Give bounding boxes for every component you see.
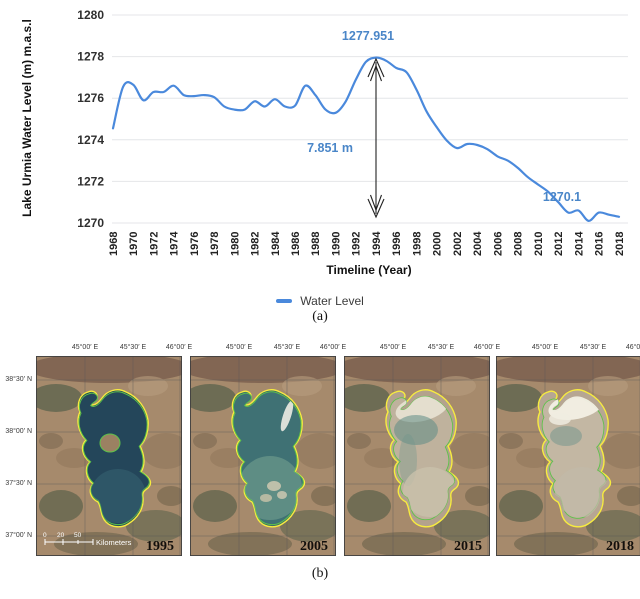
x-tick-label: 2014 [573,231,585,256]
longitude-label: 46°00′ E [319,344,347,351]
x-tick-label: 1998 [411,232,423,256]
longitude-label: 45°00′ E [225,344,253,351]
latitude-label: 38°00′ N [5,428,32,435]
x-tick-label: 2008 [513,232,525,256]
map-year-label: 2005 [300,539,328,554]
scale-bar: 0 20 50 Kilometers [43,532,132,547]
longitude-label: 45°30′ E [119,344,147,351]
x-tick-label: 1982 [250,232,262,256]
x-tick-label: 2000 [432,232,444,256]
x-tick-label: 2004 [472,231,484,256]
longitude-label: 45°30′ E [579,344,607,351]
peak-annotation: 1277.951 [342,29,394,43]
y-tick-label: 1274 [77,133,104,147]
map-panel-2018: 2018 45°00′ E 45°30′ E 46°00′ E [496,344,640,556]
longitude-label: 45°30′ E [427,344,455,351]
map-panel-1995: 0 20 50 Kilometers 1995 45°00′ E 45°30′ E… [36,344,192,556]
x-tick-label: 1992 [351,232,363,256]
x-tick-label: 1978 [209,232,221,256]
water-level-legend-swatch [276,299,293,303]
map-panel-2015: 2015 45°00′ E 45°30′ E 46°00′ E [344,344,500,556]
longitude-label: 46°00′ E [625,344,640,351]
longitude-label: 45°00′ E [531,344,559,351]
x-tick-label: 1972 [148,232,160,256]
y-tick-label: 1278 [77,50,104,64]
x-tick-label: 1994 [371,231,383,256]
svg-text:0: 0 [43,532,47,539]
minimum-annotation: 1270.1 [543,190,581,204]
y-axis-title: Lake Urmia Water Level (m) m.a.s.l [20,19,34,217]
map-year-label: 2015 [454,539,482,554]
longitude-label: 45°00′ E [379,344,407,351]
x-tick-label: 1984 [270,231,282,256]
chart-tick-labels: 1270 1272 1274 1276 1278 1280 1968 1970 1972 1974… [77,8,626,256]
svg-text:Kilometers: Kilometers [96,538,132,547]
longitude-label: 46°00′ E [165,344,193,351]
svg-text:50: 50 [74,532,82,539]
x-tick-label: 1974 [169,231,181,256]
x-tick-label: 1970 [128,232,140,256]
latitude-label: 37°00′ N [5,532,32,539]
caption-a: (a) [312,309,328,324]
y-tick-label: 1276 [77,91,104,105]
x-tick-label: 2006 [492,232,504,256]
satellite-map-2018: 2018 [496,356,640,556]
x-tick-label: 2016 [594,232,606,256]
water-level-series [111,56,621,222]
satellite-map-2015: 2015 [344,356,490,556]
map-year-label: 1995 [146,539,174,554]
difference-annotation: 7.851 m [307,141,353,155]
longitude-label: 45°30′ E [273,344,301,351]
svg-text:20: 20 [57,532,65,539]
y-tick-label: 1270 [77,216,104,230]
x-tick-label: 1986 [290,232,302,256]
map-year-label: 2018 [606,539,634,554]
satellite-map-2005: 2005 [190,356,336,556]
x-tick-label: 1976 [189,232,201,256]
x-tick-label: 1980 [229,232,241,256]
satellite-map-1995: 0 20 50 Kilometers 1995 [36,356,182,556]
x-tick-label: 2002 [452,232,464,256]
x-tick-label: 1996 [391,232,403,256]
water-level-chart: 1270 1272 1274 1276 1278 1280 1968 1970 1972 1974… [77,8,628,277]
x-tick-label: 2018 [614,232,626,256]
island [99,433,121,453]
map-panel-2005: 2005 45°00′ E 45°30′ E 46°00′ E [190,344,346,556]
y-tick-label: 1272 [77,174,104,188]
x-tick-label: 1988 [310,232,322,256]
x-axis-title: Timeline (Year) [326,263,411,277]
latitude-label: 38°30′ N [5,376,32,383]
water-level-legend-label: Water Level [300,294,364,308]
chart-legend: Water Level [0,294,640,308]
x-tick-label: 1968 [108,232,120,256]
y-tick-label: 1280 [77,8,104,22]
latitude-label: 37°30′ N [5,480,32,487]
drop-arrow [367,57,385,219]
caption-b: (b) [311,566,329,581]
water-level-line [111,56,621,222]
x-tick-label: 2010 [533,232,545,256]
longitude-label: 45°00′ E [71,344,99,351]
chart-gridlines [112,14,628,224]
longitude-label: 46°00′ E [473,344,501,351]
x-tick-label: 2012 [553,232,565,256]
x-tick-label: 1990 [330,232,342,256]
